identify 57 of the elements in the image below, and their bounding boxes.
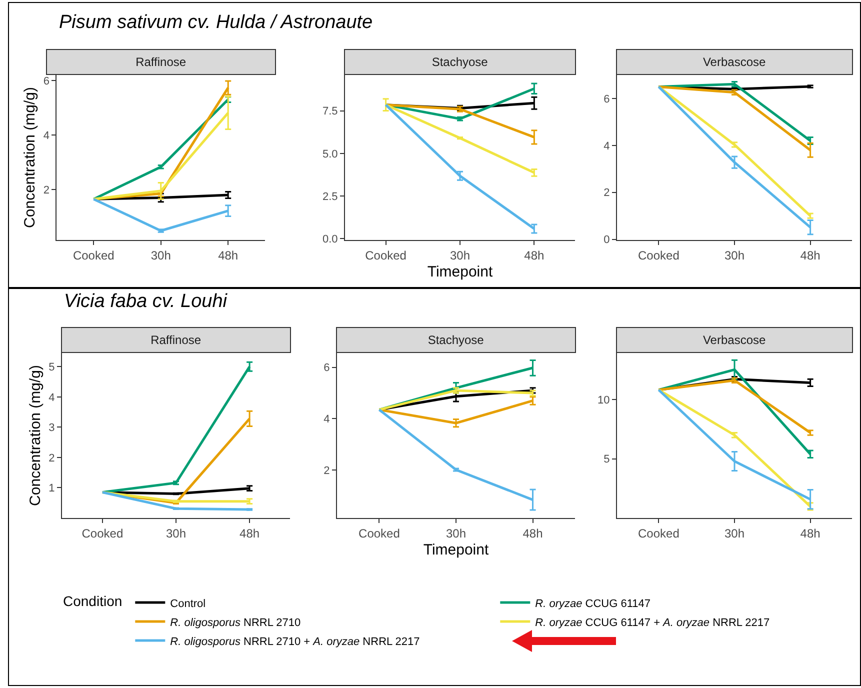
x-tick-label: Cooked — [638, 526, 680, 540]
y-tick-label: 6 — [604, 93, 610, 106]
chart-title: Verbascose — [702, 333, 766, 347]
chart-title: Raffinose — [136, 55, 186, 69]
y-tick-label: 4 — [43, 130, 50, 142]
text: Vicia faba cv. Louhi — [64, 291, 228, 312]
x-tick-label: 30h — [724, 248, 745, 262]
y-axis-title: Concentration (mg/g) — [22, 87, 39, 228]
y-tick-label: 2 — [43, 184, 50, 196]
x-tick-label: 30h — [446, 526, 466, 540]
y-tick-label: 0 — [604, 234, 610, 246]
legend-label: R. oryzae CCUG 61147 + A. oryzae NRRL 2217 — [535, 616, 770, 629]
x-tick-label: 30h — [724, 526, 745, 540]
y-tick-label: 6 — [324, 362, 330, 374]
y-tick-label: 4 — [324, 414, 330, 426]
x-tick-label: Cooked — [358, 526, 400, 540]
y-tick-label: 2.5 — [322, 190, 338, 203]
y-tick-label: 2 — [324, 464, 330, 477]
x-tick-label: 48h — [800, 526, 820, 540]
y-tick-label: 0.0 — [322, 233, 338, 246]
y-tick-label: 4 — [48, 392, 55, 404]
y-tick-label: 5 — [604, 454, 610, 466]
legend-label: R. oligosporus NRRL 2710 — [170, 616, 301, 629]
x-tick-label: 48h — [522, 526, 543, 540]
y-tick-label: 7.5 — [322, 106, 338, 118]
x-tick-label: 48h — [218, 248, 238, 262]
x-tick-label: 30h — [450, 248, 470, 262]
x-tick-label: Cooked — [638, 248, 680, 262]
x-tick-label: Cooked — [72, 248, 114, 262]
chart-title: Raffinose — [150, 333, 202, 347]
y-tick-label: 2 — [48, 452, 55, 464]
x-tick-label: 30h — [150, 248, 171, 262]
x-axis-title: Timepoint — [427, 263, 494, 280]
x-tick-label: Cooked — [365, 248, 406, 262]
legend-label: R. oligosporus NRRL 2710 + A. oryzae NRRL 2217 — [170, 636, 420, 648]
y-tick-label: 3 — [48, 422, 55, 434]
x-tick-label: 48h — [240, 526, 260, 540]
y-tick-label: 4 — [604, 140, 610, 152]
x-axis-title: Timepoint — [423, 541, 490, 558]
chart-title: Verbascose — [702, 55, 766, 69]
y-tick-label: 5.0 — [322, 148, 338, 160]
x-tick-label: 48h — [800, 248, 820, 262]
y-tick-label: 2 — [604, 187, 610, 200]
chart-title: Stachyose — [428, 333, 484, 347]
legend-label: Control — [170, 598, 206, 610]
chart-title: Stachyose — [432, 55, 488, 69]
x-tick-label: 30h — [166, 526, 186, 540]
y-tick-label: 1 — [48, 482, 55, 495]
y-tick-label: 6 — [43, 75, 50, 88]
x-tick-label: 48h — [524, 248, 544, 262]
y-axis-title: Concentration (mg/g) — [26, 365, 44, 506]
text: Pisum sativum cv. Hulda / Astronaute — [59, 12, 373, 33]
y-tick-label: 5 — [48, 361, 55, 374]
y-tick-label: 10 — [598, 394, 610, 406]
x-tick-label: Cooked — [82, 526, 124, 540]
legend-title: Condition — [63, 593, 122, 610]
legend-label: R. oryzae CCUG 61147 — [535, 598, 651, 610]
